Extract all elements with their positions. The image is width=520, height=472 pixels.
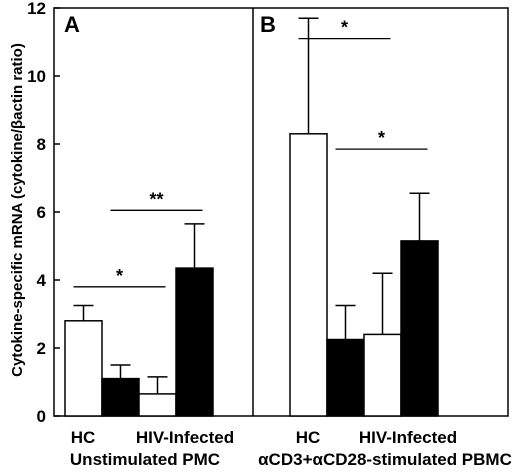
panel-label-B: B <box>260 12 276 37</box>
bar-B-0 <box>289 133 328 417</box>
significance-marker: ** <box>149 189 163 209</box>
significance-marker: * <box>341 18 348 38</box>
y-tick-label: 12 <box>27 0 46 18</box>
bar-A-2 <box>138 393 177 417</box>
y-tick-label: 0 <box>37 407 46 426</box>
category-label: HC <box>296 428 321 447</box>
significance-marker: * <box>378 128 385 148</box>
plot-frame <box>53 7 509 417</box>
bar-A-0 <box>64 320 103 417</box>
y-tick-label: 2 <box>37 339 46 358</box>
category-label: HIV-Infected <box>136 428 234 447</box>
category-label: HIV-Infected <box>359 428 457 447</box>
category-label: HC <box>71 428 96 447</box>
bar-A-1 <box>101 377 140 417</box>
y-axis-label: Cytokine-specific mRNA (cytokine/βactin … <box>9 43 26 377</box>
bar-B-1 <box>326 338 365 417</box>
bar-B-2 <box>363 333 402 417</box>
significance-marker: * <box>116 266 123 286</box>
y-tick-label: 10 <box>27 67 46 86</box>
y-tick-label: 8 <box>37 135 46 154</box>
panel-label-A: A <box>64 12 80 37</box>
bar-B-3 <box>400 240 439 417</box>
y-tick-label: 6 <box>37 203 46 222</box>
y-tick-label: 4 <box>37 271 47 290</box>
x-axis-label-A: Unstimulated PMC <box>70 450 220 469</box>
x-axis-label-B: αCD3+αCD28-stimulated PBMC <box>258 450 512 469</box>
bar-A-3 <box>175 267 214 417</box>
